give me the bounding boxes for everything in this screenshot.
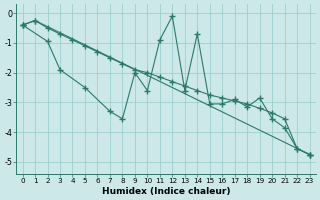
- X-axis label: Humidex (Indice chaleur): Humidex (Indice chaleur): [102, 187, 230, 196]
